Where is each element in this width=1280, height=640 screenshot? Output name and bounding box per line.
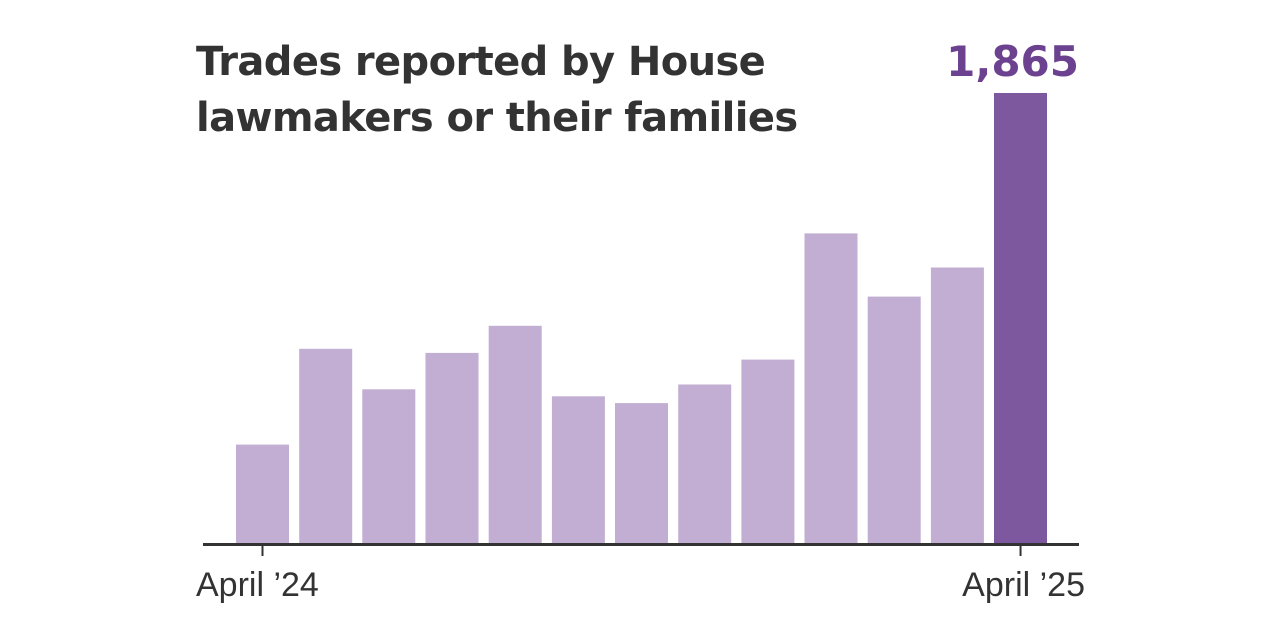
- bar-4: [488, 325, 542, 543]
- bar-9: [804, 233, 858, 543]
- x-tick-label-0: April ’24: [196, 566, 319, 604]
- bar-3: [425, 352, 479, 543]
- bar-0: [236, 444, 289, 543]
- chart-title: Trades reported by House lawmakers or th…: [196, 39, 798, 141]
- bar-10: [867, 296, 921, 543]
- highlight-value-label: 1,865: [946, 37, 1079, 86]
- bar-7: [678, 384, 732, 543]
- bar-1: [299, 348, 353, 543]
- x-tick-label-12: April ’25: [962, 566, 1085, 604]
- bar-11: [930, 267, 984, 543]
- bar-5: [551, 396, 605, 543]
- bar-12: [994, 93, 1047, 543]
- bar-2: [362, 389, 416, 543]
- bar-6: [615, 403, 668, 543]
- bar-8: [741, 359, 795, 543]
